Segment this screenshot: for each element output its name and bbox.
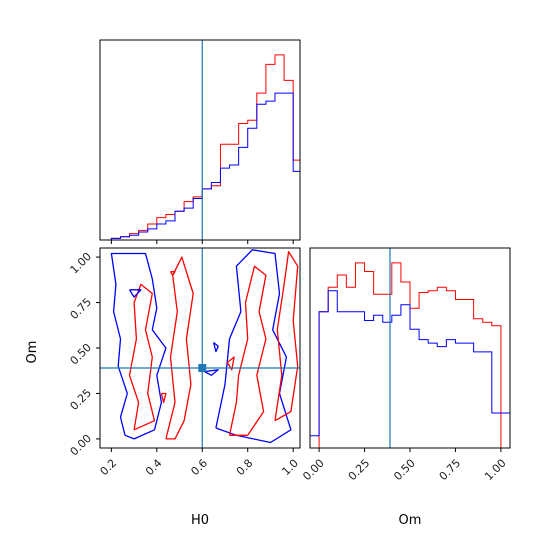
om-histogram-series-1 — [310, 290, 510, 437]
contour-7 — [212, 341, 219, 353]
contour-10 — [204, 369, 219, 376]
contour-5 — [274, 250, 299, 422]
joint-x-ticks: 0.2 0.4 0.6 0.8 1.0 — [98, 448, 301, 478]
contour-1 — [128, 283, 156, 431]
om-tick-label-2: 0.50 — [391, 457, 418, 484]
h0-axis-label: H0 — [191, 513, 209, 528]
joint-contours-group — [110, 249, 299, 444]
om-histogram-group — [310, 262, 510, 449]
om-x-ticks: 0.00 0.25 0.50 0.75 1.00 — [300, 448, 509, 484]
om-y-axis-label: Om — [25, 341, 40, 364]
om-y-tick-label-3: 0.75 — [68, 295, 95, 322]
contour-3 — [215, 249, 292, 444]
h0-tick-label-4: 1.0 — [279, 457, 301, 479]
h0-tick-label-3: 0.8 — [234, 457, 256, 479]
joint-frame — [99, 247, 301, 449]
h0-marginal-frame — [99, 39, 301, 241]
joint-truth-marker — [198, 364, 207, 372]
h0-histogram-series-0 — [110, 54, 301, 240]
om-histogram-series-0 — [310, 262, 510, 449]
om-y-tick-label-1: 0.25 — [68, 386, 95, 413]
contour-8 — [169, 270, 176, 276]
om-y-tick-label-0: 0.00 — [68, 432, 95, 459]
om-tick-label-1: 0.25 — [346, 457, 373, 484]
h0-tick-label-1: 0.4 — [143, 457, 165, 479]
joint-y-ticks: 0.00 0.25 0.50 0.75 1.00 — [68, 250, 100, 458]
h0-tick-label-2: 0.6 — [188, 457, 210, 479]
contour-9 — [160, 392, 167, 404]
marginal-h0-panel — [99, 39, 301, 244]
om-tick-label-3: 0.75 — [437, 457, 464, 484]
h0-histogram-group — [110, 54, 301, 240]
h0-tick-label-0: 0.2 — [98, 457, 120, 479]
om-marginal-frame — [309, 247, 511, 449]
contour-11 — [226, 356, 235, 371]
h0-marginal-ticks — [110, 240, 294, 244]
contour-2 — [165, 256, 194, 440]
om-y-tick-label-4: 1.00 — [68, 250, 95, 277]
om-axis-label: Om — [399, 513, 422, 528]
contour-6 — [128, 289, 142, 298]
om-y-tick-label-2: 0.50 — [68, 341, 95, 368]
om-tick-label-0: 0.00 — [300, 457, 327, 484]
contour-0 — [110, 252, 167, 440]
om-tick-label-4: 1.00 — [482, 457, 509, 484]
contour-4 — [228, 265, 267, 436]
joint-panel: 0.2 0.4 0.6 0.8 1.0 0.000.250.500.751.00 H0 … — [25, 247, 301, 528]
marginal-om-panel: 0.00 0.25 0.50 0.75 1.00 Om — [300, 247, 511, 528]
h0-histogram-series-1 — [110, 92, 301, 240]
